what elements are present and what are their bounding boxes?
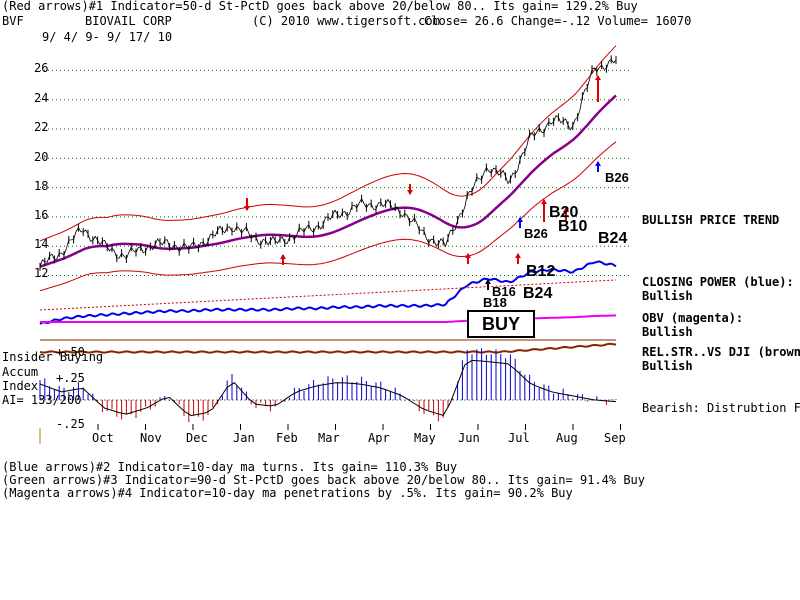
- signal-label: B24: [598, 230, 628, 247]
- accum-minus25-label: -.25: [56, 417, 85, 431]
- accum-label: Accum: [2, 365, 39, 379]
- relstr-label: REL.STR..VS DJI (brown):: [642, 345, 800, 359]
- y-tick-label: 16: [34, 208, 49, 222]
- buy-signal-box: BUY: [467, 310, 535, 338]
- signal-label: B12: [526, 263, 556, 280]
- closing-power-label: CLOSING POWER (blue):: [642, 275, 794, 289]
- signal-arrowhead: [563, 207, 569, 212]
- price-line: [39, 58, 617, 267]
- x-tick-label: Feb: [276, 431, 298, 445]
- x-tick-label: Jun: [458, 431, 480, 445]
- index-label: Index: [2, 379, 39, 393]
- y-tick-label: 12: [34, 266, 49, 280]
- bearish-note: Bearish: Distrubtion Falling.: [642, 401, 800, 415]
- bullish-trend-label: BULLISH PRICE TREND: [642, 213, 780, 227]
- obv-status: Bullish: [642, 325, 693, 339]
- signal-arrowhead: [485, 279, 491, 284]
- x-tick-label: Jan: [233, 431, 255, 445]
- relstr-status: Bullish: [642, 359, 693, 373]
- ai-score: AI= 133/200: [2, 393, 82, 407]
- accum-plus25-label: +.25: [56, 371, 85, 385]
- signal-arrowhead: [515, 253, 521, 258]
- signal-arrowhead: [244, 206, 250, 211]
- y-tick-label: 22: [34, 120, 49, 134]
- signal-label: B26: [524, 226, 548, 241]
- x-tick-label: Apr: [368, 431, 390, 445]
- insider-buying-label: Insider Buying: [2, 350, 104, 364]
- signal-label: B20: [549, 204, 579, 221]
- signal-label: B18: [483, 295, 507, 310]
- x-tick-label: Sep: [604, 431, 626, 445]
- upper-band-line: [39, 45, 617, 242]
- date-range: 9/ 4/ 9- 9/ 17/ 10: [42, 30, 173, 44]
- signal-arrowhead: [407, 190, 413, 195]
- x-tick-label: Mar: [318, 431, 340, 445]
- ticker-symbol: BVF: [2, 14, 24, 28]
- closing-power-status: Bullish: [642, 289, 693, 303]
- signal-arrowhead: [465, 253, 471, 258]
- signal-label: B24: [523, 285, 553, 302]
- y-tick-label: 26: [34, 61, 49, 75]
- signal-arrowhead: [280, 254, 286, 259]
- indicator-3-note: (Green arrows)#3 Indicator=90-d St-PctD …: [2, 473, 645, 487]
- company-name: BIOVAIL CORP: [85, 14, 172, 28]
- signal-arrowhead: [517, 217, 523, 222]
- y-tick-label: 18: [34, 179, 49, 193]
- x-tick-label: Oct: [92, 431, 114, 445]
- closing-power-ma-line: [39, 279, 617, 311]
- y-tick-label: 14: [34, 237, 49, 251]
- relstr-line: [39, 342, 617, 354]
- quote-line: Close= 26.6 Change=-.12 Volume= 16070: [424, 14, 692, 28]
- y-tick-label: 20: [34, 150, 49, 164]
- signal-label: B16: [492, 284, 516, 299]
- moving-average-line: [39, 94, 617, 268]
- closing-power-line: [39, 260, 617, 325]
- accum-plus50-label: +.50: [56, 345, 85, 359]
- accum-ma-line: [39, 359, 617, 417]
- obv-label: OBV (magenta):: [642, 311, 744, 325]
- signal-arrowhead: [541, 199, 547, 204]
- x-tick-label: Nov: [140, 431, 162, 445]
- signal-label: B26: [605, 170, 629, 185]
- x-tick-label: Aug: [556, 431, 578, 445]
- signal-arrowhead: [595, 75, 601, 80]
- x-tick-label: May: [414, 431, 436, 445]
- y-tick-label: 24: [34, 91, 49, 105]
- indicator-4-note: (Magenta arrows)#4 Indicator=10-day ma p…: [2, 486, 573, 500]
- x-tick-label: Dec: [186, 431, 208, 445]
- copyright: (C) 2010 www.tigersoft.com: [252, 14, 440, 28]
- x-tick-label: Jul: [508, 431, 530, 445]
- indicator-1-note: (Red arrows)#1 Indicator=50-d St-PctD go…: [2, 0, 638, 13]
- signal-arrowhead: [595, 161, 601, 166]
- signal-label: B10: [558, 218, 588, 235]
- indicator-2-note: (Blue arrows)#2 Indicator=10-day ma turn…: [2, 460, 458, 474]
